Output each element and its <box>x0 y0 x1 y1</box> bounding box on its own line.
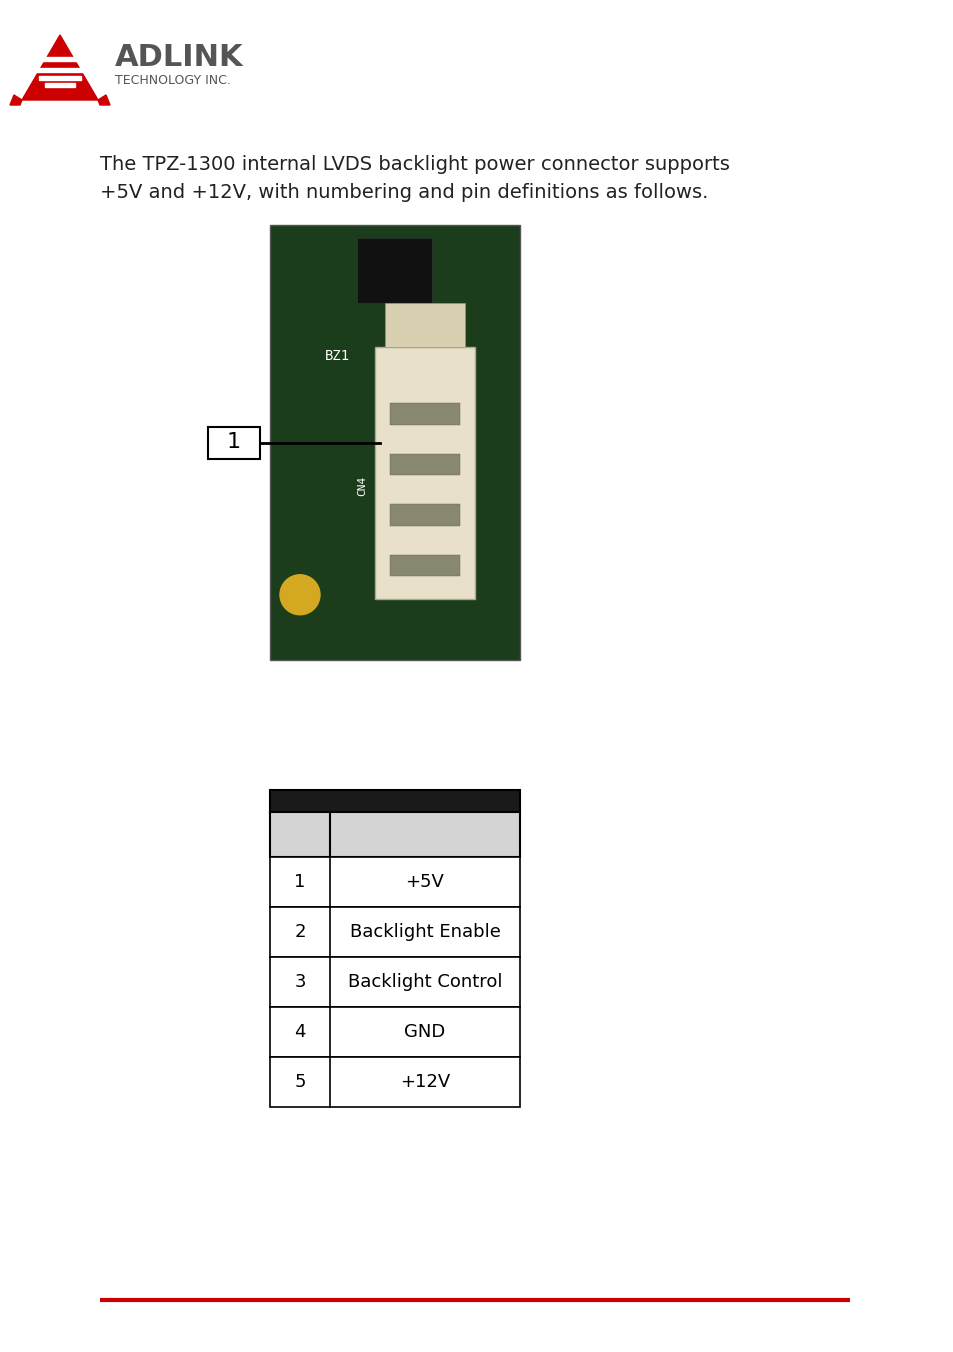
Bar <box>270 1057 519 1107</box>
Polygon shape <box>10 95 22 105</box>
Bar <box>270 1007 519 1057</box>
Bar <box>270 957 519 1007</box>
Text: Backlight Control: Backlight Control <box>348 973 501 991</box>
Bar <box>46 84 74 88</box>
Text: GND: GND <box>404 1023 445 1041</box>
Bar <box>39 76 81 80</box>
Text: +5V: +5V <box>405 873 444 891</box>
Text: BZ1: BZ1 <box>325 349 350 362</box>
Bar <box>20 57 99 61</box>
Text: 5: 5 <box>294 1073 305 1091</box>
Polygon shape <box>22 35 98 100</box>
Bar <box>390 554 459 576</box>
Text: CN4: CN4 <box>357 476 367 496</box>
Bar <box>270 224 519 660</box>
Bar <box>208 426 260 458</box>
Text: 3: 3 <box>294 973 305 991</box>
Text: 1: 1 <box>294 873 305 891</box>
Bar <box>270 813 519 857</box>
Bar <box>385 303 464 347</box>
Circle shape <box>280 575 319 615</box>
Text: ADLINK: ADLINK <box>115 43 243 73</box>
Text: Backlight Enable: Backlight Enable <box>349 923 500 941</box>
Text: +12V: +12V <box>399 1073 450 1091</box>
Polygon shape <box>98 95 110 105</box>
Bar <box>390 403 459 425</box>
Text: 2: 2 <box>294 923 305 941</box>
Bar <box>270 857 519 907</box>
Text: 1: 1 <box>227 433 241 453</box>
Bar <box>270 907 519 957</box>
Bar <box>357 238 432 303</box>
Text: 4: 4 <box>294 1023 305 1041</box>
Text: TECHNOLOGY INC.: TECHNOLOGY INC. <box>115 73 231 87</box>
Bar <box>390 504 459 526</box>
Bar <box>270 790 519 813</box>
Bar <box>375 347 475 599</box>
Text: +5V and +12V, with numbering and pin definitions as follows.: +5V and +12V, with numbering and pin def… <box>100 183 708 201</box>
Bar <box>30 68 89 72</box>
Text: The TPZ-1300 internal LVDS backlight power connector supports: The TPZ-1300 internal LVDS backlight pow… <box>100 155 729 174</box>
Bar <box>390 454 459 476</box>
